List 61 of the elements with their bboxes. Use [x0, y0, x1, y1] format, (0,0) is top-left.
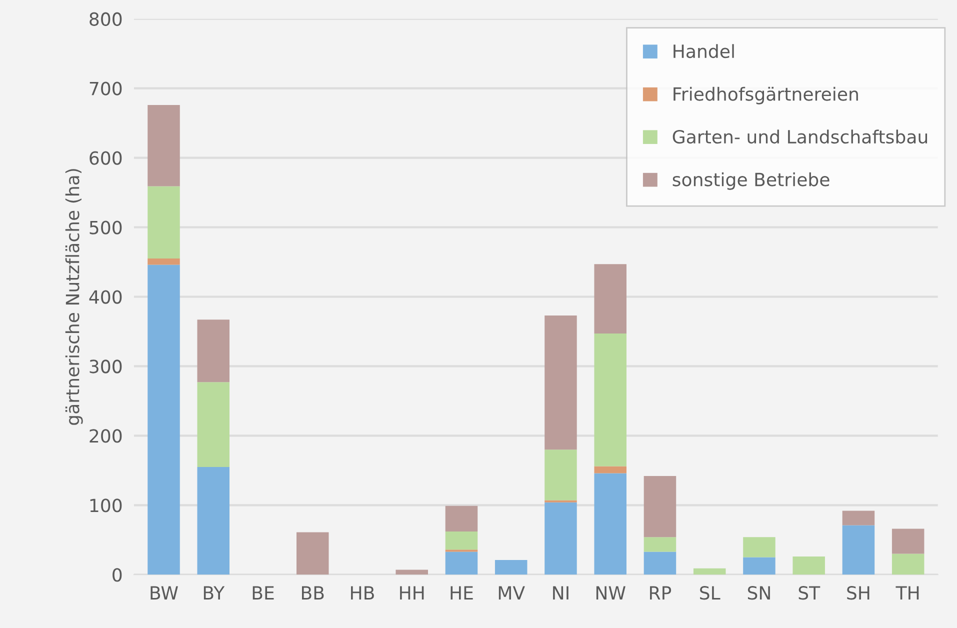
- x-tick-label: NW: [596, 586, 626, 600]
- bar: [743, 537, 776, 558]
- x-tick-label: BW: [150, 586, 178, 600]
- y-tick-label: 800: [90, 12, 122, 26]
- x-tick-label: ST: [798, 586, 820, 600]
- bar: [594, 264, 626, 334]
- y-tick-label: 200: [90, 429, 122, 443]
- bar: [148, 104, 180, 186]
- x-tick-label: HE: [450, 586, 473, 600]
- bar: [792, 556, 825, 575]
- bar: [842, 525, 875, 575]
- x-tick-label: SN: [748, 586, 770, 600]
- x-tick-label: SL: [700, 586, 720, 600]
- bar: [892, 554, 924, 575]
- legend-label: Friedhofsgärtnereien: [674, 86, 858, 104]
- bar: [494, 560, 528, 575]
- bar: [743, 557, 776, 575]
- bar: [197, 382, 230, 467]
- y-tick-label: 400: [89, 290, 122, 304]
- bar: [148, 264, 180, 575]
- y-tick-label: 100: [90, 498, 122, 512]
- bar: [544, 502, 577, 575]
- y-axis-title: gärtnerische Nutzfläche (ha): [65, 169, 83, 425]
- bar: [842, 510, 875, 526]
- bar: [594, 334, 626, 466]
- bar: [445, 506, 478, 532]
- legend-label: Handel: [674, 44, 734, 58]
- bar: [148, 186, 180, 259]
- x-tick-label: RP: [650, 586, 672, 600]
- bar: [197, 320, 230, 382]
- y-tick-label: 600: [90, 151, 122, 165]
- y-tick-label: 700: [90, 82, 122, 96]
- bar: [148, 258, 180, 265]
- legend-label: sonstige Betriebe: [672, 172, 830, 190]
- bar: [594, 466, 626, 474]
- bar: [296, 532, 329, 575]
- bar: [544, 450, 577, 500]
- x-tick-label: HH: [400, 586, 424, 600]
- bar: [644, 476, 676, 538]
- bar: [544, 315, 577, 450]
- x-tick-label: SH: [847, 586, 870, 600]
- x-tick-label: MV: [498, 586, 525, 600]
- x-tick-label: HB: [351, 586, 374, 600]
- y-tick-label: 500: [90, 220, 122, 234]
- bar: [445, 552, 478, 575]
- x-tick-label: TH: [896, 586, 919, 600]
- x-tick-label: BY: [204, 586, 225, 600]
- y-tick-label: 300: [90, 360, 122, 374]
- legend-label: Garten- und Landschaftsbau: [672, 130, 928, 144]
- bar: [445, 532, 478, 550]
- bar: [197, 466, 230, 575]
- bar: [644, 537, 676, 552]
- x-tick-label: BE: [252, 586, 274, 600]
- bar: [396, 570, 428, 575]
- x-tick-label: BB: [302, 586, 324, 600]
- bar: [693, 568, 726, 575]
- x-tick-label: NI: [553, 586, 568, 600]
- bar: [892, 528, 924, 554]
- y-tick-label: 0: [112, 568, 122, 582]
- bar: [594, 473, 626, 575]
- bar: [644, 552, 676, 575]
